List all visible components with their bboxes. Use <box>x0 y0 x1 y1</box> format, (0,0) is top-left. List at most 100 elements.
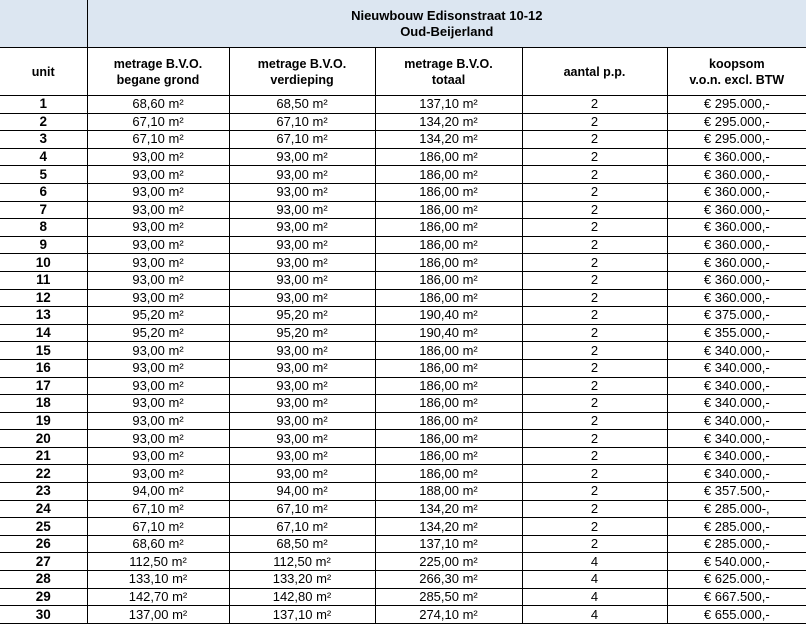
cell-unit: 13 <box>0 306 88 325</box>
cell-verdieping: 95,20 m² <box>229 306 376 325</box>
cell-totaal: 225,00 m² <box>375 552 523 572</box>
cell-begane-grond: 93,00 m² <box>87 165 230 184</box>
table-body: 1 68,60 m² 68,50 m² 137,10 m² 2 € 295.000,- 2 6… <box>0 95 806 624</box>
cell-koopsom: € 625.000,- <box>667 570 806 589</box>
cell-unit: 29 <box>0 588 88 607</box>
cell-totaal: 186,00 m² <box>375 429 523 448</box>
cell-aantal-pp: 2 <box>522 447 668 466</box>
cell-verdieping: 93,00 m² <box>229 447 376 466</box>
cell-unit: 20 <box>0 429 88 448</box>
cell-totaal: 186,00 m² <box>375 394 523 413</box>
table-row: 17 93,00 m² 93,00 m² 186,00 m² 2 € 340.000,- <box>0 377 806 396</box>
cell-verdieping: 67,10 m² <box>229 517 376 536</box>
cell-unit: 21 <box>0 447 88 466</box>
cell-verdieping: 93,00 m² <box>229 218 376 237</box>
table-row: 13 95,20 m² 95,20 m² 190,40 m² 2 € 375.000,- <box>0 306 806 325</box>
cell-totaal: 134,20 m² <box>375 113 523 132</box>
cell-unit: 15 <box>0 341 88 360</box>
cell-aantal-pp: 2 <box>522 201 668 220</box>
cell-totaal: 186,00 m² <box>375 253 523 272</box>
column-header-begane-grond: metrage B.V.O. begane grond <box>87 47 230 96</box>
cell-koopsom: € 295.000,- <box>667 113 806 132</box>
cell-aantal-pp: 2 <box>522 236 668 255</box>
cell-begane-grond: 68,60 m² <box>87 535 230 554</box>
cell-unit: 25 <box>0 517 88 536</box>
cell-begane-grond: 95,20 m² <box>87 306 230 325</box>
title-line-2: Oud-Beijerland <box>400 23 494 39</box>
table-row: 30 137,00 m² 137,10 m² 274,10 m² 4 € 655.000,… <box>0 605 806 624</box>
cell-unit: 2 <box>0 113 88 132</box>
cell-begane-grond: 93,00 m² <box>87 289 230 308</box>
cell-begane-grond: 93,00 m² <box>87 271 230 290</box>
cell-verdieping: 93,00 m² <box>229 412 376 431</box>
cell-koopsom: € 285.000,- <box>667 517 806 536</box>
table-row: 6 93,00 m² 93,00 m² 186,00 m² 2 € 360.000,- <box>0 183 806 202</box>
cell-verdieping: 93,00 m² <box>229 429 376 448</box>
table-row: 23 94,00 m² 94,00 m² 188,00 m² 2 € 357.500,- <box>0 482 806 501</box>
table-row: 5 93,00 m² 93,00 m² 186,00 m² 2 € 360.000,- <box>0 165 806 184</box>
cell-koopsom: € 340.000,- <box>667 412 806 431</box>
column-header-koopsom: koopsom v.o.n. excl. BTW <box>667 47 806 96</box>
cell-aantal-pp: 2 <box>522 394 668 413</box>
cell-aantal-pp: 2 <box>522 517 668 536</box>
column-header-line2: v.o.n. excl. BTW <box>689 72 785 87</box>
table-row: 24 67,10 m² 67,10 m² 134,20 m² 2 € 285.000-, <box>0 500 806 519</box>
column-header-line2: totaal <box>431 72 466 87</box>
cell-aantal-pp: 2 <box>522 289 668 308</box>
cell-begane-grond: 95,20 m² <box>87 324 230 343</box>
cell-koopsom: € 285.000,- <box>667 535 806 554</box>
cell-verdieping: 133,20 m² <box>229 570 376 589</box>
cell-koopsom: € 295.000,- <box>667 95 806 114</box>
cell-totaal: 186,00 m² <box>375 464 523 484</box>
table-row: 1 68,60 m² 68,50 m² 137,10 m² 2 € 295.000,- <box>0 95 806 114</box>
cell-unit: 16 <box>0 359 88 378</box>
cell-totaal: 190,40 m² <box>375 324 523 343</box>
column-header-row: unit metrage B.V.O. begane grond metrage B.… <box>0 47 806 96</box>
cell-totaal: 186,00 m² <box>375 289 523 308</box>
cell-unit: 17 <box>0 377 88 396</box>
cell-aantal-pp: 2 <box>522 130 668 149</box>
cell-verdieping: 93,00 m² <box>229 394 376 413</box>
table-row: 29 142,70 m² 142,80 m² 285,50 m² 4 € 667.500,… <box>0 588 806 607</box>
cell-unit: 19 <box>0 412 88 431</box>
cell-koopsom: € 340.000,- <box>667 464 806 484</box>
cell-verdieping: 142,80 m² <box>229 588 376 607</box>
cell-koopsom: € 355.000,- <box>667 324 806 343</box>
cell-verdieping: 93,00 m² <box>229 253 376 272</box>
cell-unit: 8 <box>0 218 88 237</box>
cell-totaal: 266,30 m² <box>375 570 523 589</box>
cell-begane-grond: 93,00 m² <box>87 412 230 431</box>
table-row: 8 93,00 m² 93,00 m² 186,00 m² 2 € 360.000,- <box>0 218 806 237</box>
cell-begane-grond: 93,00 m² <box>87 447 230 466</box>
cell-aantal-pp: 2 <box>522 183 668 202</box>
cell-begane-grond: 137,00 m² <box>87 605 230 624</box>
cell-unit: 26 <box>0 535 88 554</box>
cell-aantal-pp: 2 <box>522 341 668 360</box>
cell-totaal: 188,00 m² <box>375 482 523 501</box>
cell-verdieping: 93,00 m² <box>229 183 376 202</box>
cell-aantal-pp: 2 <box>522 218 668 237</box>
table-row: 25 67,10 m² 67,10 m² 134,20 m² 2 € 285.000,- <box>0 517 806 536</box>
cell-begane-grond: 94,00 m² <box>87 482 230 501</box>
cell-begane-grond: 93,00 m² <box>87 183 230 202</box>
cell-aantal-pp: 2 <box>522 359 668 378</box>
cell-begane-grond: 93,00 m² <box>87 394 230 413</box>
cell-verdieping: 93,00 m² <box>229 289 376 308</box>
cell-begane-grond: 93,00 m² <box>87 377 230 396</box>
title-blank-cell <box>0 0 88 48</box>
cell-totaal: 190,40 m² <box>375 306 523 325</box>
cell-verdieping: 93,00 m² <box>229 165 376 184</box>
column-header-verdieping: metrage B.V.O. verdieping <box>229 47 376 96</box>
cell-unit: 1 <box>0 95 88 114</box>
cell-verdieping: 93,00 m² <box>229 341 376 360</box>
cell-verdieping: 94,00 m² <box>229 482 376 501</box>
cell-totaal: 186,00 m² <box>375 218 523 237</box>
table-row: 18 93,00 m² 93,00 m² 186,00 m² 2 € 340.000,- <box>0 394 806 413</box>
cell-begane-grond: 67,10 m² <box>87 500 230 519</box>
cell-koopsom: € 360.000,- <box>667 201 806 220</box>
table-row: 12 93,00 m² 93,00 m² 186,00 m² 2 € 360.000,- <box>0 289 806 308</box>
cell-koopsom: € 540.000,- <box>667 552 806 572</box>
table-title: Nieuwbouw Edisonstraat 10-12 Oud-Beijerl… <box>87 0 806 48</box>
cell-koopsom: € 340.000,- <box>667 447 806 466</box>
cell-begane-grond: 93,00 m² <box>87 341 230 360</box>
